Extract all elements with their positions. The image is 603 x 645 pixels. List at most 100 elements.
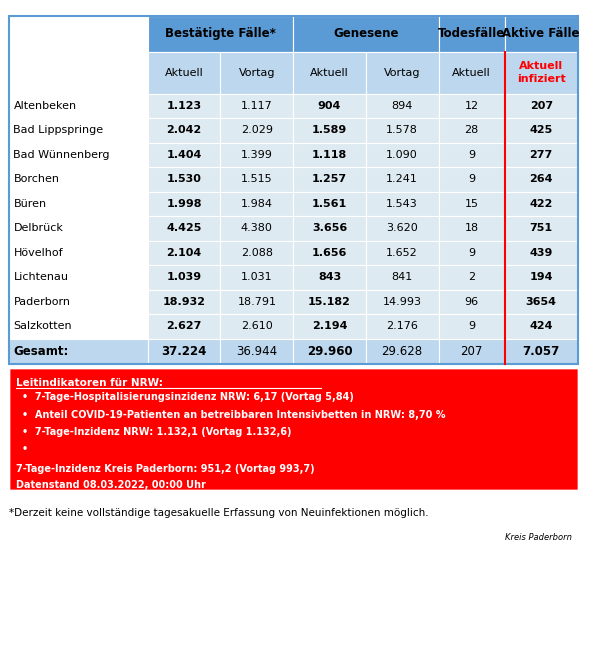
Text: 1.090: 1.090 xyxy=(387,150,418,160)
Bar xyxy=(366,143,438,167)
Text: Salzkotten: Salzkotten xyxy=(13,321,72,332)
Bar xyxy=(438,265,505,290)
Bar xyxy=(438,339,505,364)
Text: 894: 894 xyxy=(391,101,413,111)
Bar xyxy=(505,167,578,192)
Text: 1.984: 1.984 xyxy=(241,199,273,209)
Bar xyxy=(438,94,505,118)
Text: 843: 843 xyxy=(318,272,341,283)
Text: 207: 207 xyxy=(461,345,483,358)
Bar xyxy=(293,216,366,241)
Text: 4.380: 4.380 xyxy=(241,223,273,233)
Bar xyxy=(148,118,221,143)
Bar xyxy=(221,143,293,167)
Bar xyxy=(9,339,148,364)
Text: 2.610: 2.610 xyxy=(241,321,273,332)
Bar xyxy=(148,167,221,192)
Text: 9: 9 xyxy=(468,321,475,332)
Text: 2: 2 xyxy=(468,272,475,283)
Text: 14.993: 14.993 xyxy=(383,297,421,307)
Text: 1.404: 1.404 xyxy=(166,150,202,160)
Text: Büren: Büren xyxy=(13,199,46,209)
Bar xyxy=(221,265,293,290)
Bar xyxy=(366,192,438,216)
Text: 751: 751 xyxy=(529,223,553,233)
Text: 3.620: 3.620 xyxy=(387,223,418,233)
Bar xyxy=(148,216,221,241)
Text: Lichtenau: Lichtenau xyxy=(13,272,69,283)
Bar xyxy=(366,216,438,241)
Text: Aktuell: Aktuell xyxy=(165,68,204,77)
Bar xyxy=(9,94,148,118)
Text: 1.578: 1.578 xyxy=(387,125,418,135)
Bar xyxy=(221,290,293,314)
Bar xyxy=(505,265,578,290)
Bar xyxy=(366,118,438,143)
Text: 277: 277 xyxy=(529,150,553,160)
Bar xyxy=(505,216,578,241)
Bar xyxy=(366,339,438,364)
Bar xyxy=(505,192,578,216)
Bar xyxy=(293,143,366,167)
Bar xyxy=(505,118,578,143)
Bar xyxy=(221,216,293,241)
Text: 1.241: 1.241 xyxy=(387,174,418,184)
Text: 29.960: 29.960 xyxy=(307,345,352,358)
Text: Bad Wünnenberg: Bad Wünnenberg xyxy=(13,150,110,160)
Bar xyxy=(438,52,505,94)
Bar xyxy=(221,118,293,143)
Bar xyxy=(9,241,148,265)
Text: *Derzeit keine vollständige tagesakuelle Erfassung von Neuinfektionen möglich.: *Derzeit keine vollständige tagesakuelle… xyxy=(9,508,428,518)
Text: 9: 9 xyxy=(468,248,475,258)
Bar xyxy=(221,241,293,265)
Bar xyxy=(293,265,366,290)
Text: 7.057: 7.057 xyxy=(523,345,560,358)
Bar xyxy=(9,16,578,364)
Text: •  Anteil COVID-19-Patienten an betreibbaren Intensivbetten in NRW: 8,70 %: • Anteil COVID-19-Patienten an betreibba… xyxy=(22,410,445,420)
Text: 3.656: 3.656 xyxy=(312,223,347,233)
Bar xyxy=(9,16,148,52)
Bar xyxy=(505,52,578,94)
Text: Aktuell: Aktuell xyxy=(452,68,491,77)
Text: 207: 207 xyxy=(529,101,553,111)
Bar xyxy=(438,118,505,143)
Text: •  7-Tage-Hospitalisierungsinzidenz NRW: 6,17 (Vortag 5,84): • 7-Tage-Hospitalisierungsinzidenz NRW: … xyxy=(22,392,353,402)
Text: 18.932: 18.932 xyxy=(163,297,206,307)
Text: 12: 12 xyxy=(465,101,479,111)
Bar xyxy=(221,192,293,216)
Bar xyxy=(293,192,366,216)
Bar xyxy=(293,94,366,118)
Bar xyxy=(505,94,578,118)
Text: Delbrück: Delbrück xyxy=(13,223,63,233)
Bar xyxy=(148,290,221,314)
Text: •: • xyxy=(22,444,28,455)
Bar xyxy=(293,339,366,364)
Bar xyxy=(293,52,366,94)
Text: 28: 28 xyxy=(464,125,479,135)
Text: 1.652: 1.652 xyxy=(387,248,418,258)
Bar xyxy=(148,241,221,265)
Bar xyxy=(293,167,366,192)
Bar xyxy=(9,290,148,314)
Bar xyxy=(9,118,148,143)
Bar xyxy=(505,143,578,167)
Bar xyxy=(9,314,148,339)
Text: 15: 15 xyxy=(465,199,479,209)
Text: 36.944: 36.944 xyxy=(236,345,277,358)
Text: 2.042: 2.042 xyxy=(166,125,202,135)
Text: 1.117: 1.117 xyxy=(241,101,273,111)
Bar xyxy=(438,216,505,241)
Text: Datenstand 08.03.2022, 00:00 Uhr: Datenstand 08.03.2022, 00:00 Uhr xyxy=(16,481,206,490)
Text: Vortag: Vortag xyxy=(239,68,275,77)
Text: Todesfälle: Todesfälle xyxy=(438,27,505,41)
Bar xyxy=(366,167,438,192)
Bar xyxy=(148,339,221,364)
Text: Quelle: Landeszentrum Gesundheit NRW / Robert Koch-Institut / DIVI-Intensivregis: Quelle: Landeszentrum Gesundheit NRW / R… xyxy=(16,497,487,506)
Text: 1.039: 1.039 xyxy=(166,272,202,283)
Bar xyxy=(9,167,148,192)
Bar xyxy=(148,143,221,167)
Text: 1.257: 1.257 xyxy=(312,174,347,184)
Text: 18: 18 xyxy=(465,223,479,233)
Text: 264: 264 xyxy=(529,174,553,184)
Text: 1.515: 1.515 xyxy=(241,174,273,184)
